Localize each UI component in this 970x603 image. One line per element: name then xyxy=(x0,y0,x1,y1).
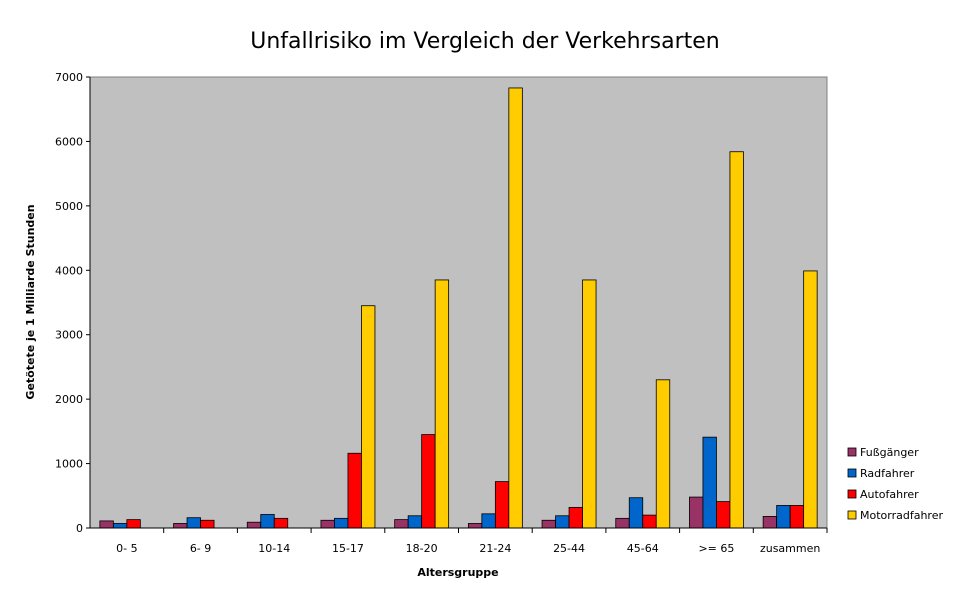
bar xyxy=(361,305,376,529)
legend: Fußgänger Radfahrer Autofahrer Motorradfahr… xyxy=(847,446,943,522)
x-tick-label: 0- 5 xyxy=(116,542,137,555)
x-tick-label: 45-64 xyxy=(627,542,659,555)
bar xyxy=(273,517,289,529)
bar xyxy=(655,379,671,529)
bars-layer xyxy=(99,87,818,529)
x-tick-label: 21-24 xyxy=(479,542,511,555)
legend-swatch xyxy=(847,468,857,478)
y-tick-label: 0 xyxy=(76,522,83,535)
chart-title: Unfallrisiko im Vergleich der Verkehrsar… xyxy=(250,29,720,54)
bar xyxy=(434,279,450,529)
bar xyxy=(200,519,215,529)
bar xyxy=(555,515,570,529)
bar xyxy=(186,517,201,529)
bar xyxy=(467,523,483,529)
legend-label: Motorradfahrer xyxy=(860,509,943,522)
bar xyxy=(112,523,128,529)
bar xyxy=(716,501,731,529)
bar xyxy=(99,520,114,529)
bar xyxy=(582,279,597,529)
x-axis-label: Altersgruppe xyxy=(417,566,498,579)
bar xyxy=(347,452,362,529)
bar xyxy=(615,517,630,529)
bar xyxy=(729,151,744,529)
bar xyxy=(494,481,510,529)
y-tick-label: 2000 xyxy=(55,393,83,406)
bar xyxy=(642,514,657,529)
bar xyxy=(568,506,583,529)
legend-swatch xyxy=(847,510,857,520)
y-tick-label: 3000 xyxy=(55,329,83,342)
y-tick-label: 7000 xyxy=(55,71,83,84)
x-tick-label: 10-14 xyxy=(258,542,290,555)
y-axis-label: Getötete je 1 Milliarde Stunden xyxy=(24,204,37,399)
bar xyxy=(481,513,496,529)
y-tick-label: 5000 xyxy=(55,200,83,213)
bar xyxy=(407,515,423,529)
bar xyxy=(702,436,717,529)
x-tick-label: zusammen xyxy=(760,542,820,555)
bar xyxy=(260,514,275,529)
legend-swatch xyxy=(847,447,857,457)
bar xyxy=(762,516,778,529)
bar xyxy=(628,497,644,529)
bar xyxy=(776,505,791,529)
bar xyxy=(246,521,262,529)
legend-label: Autofahrer xyxy=(860,488,919,501)
bar xyxy=(394,519,409,529)
bar xyxy=(803,270,818,529)
legend-label: Radfahrer xyxy=(860,467,915,480)
x-tick-label: 18-20 xyxy=(406,542,438,555)
legend-swatch xyxy=(847,489,857,499)
x-tick-label: 15-17 xyxy=(332,542,364,555)
bar xyxy=(689,496,704,529)
bar xyxy=(508,87,523,529)
y-tick-label: 4000 xyxy=(55,264,83,277)
x-tick-label: >= 65 xyxy=(698,542,734,555)
legend-label: Fußgänger xyxy=(860,446,919,459)
axes-layer: 0 1000 2000 3000 4000 5000 6000 7000 0- 5 6- 9 10-… xyxy=(55,71,828,555)
bar xyxy=(320,519,335,529)
x-tick-label: 25-44 xyxy=(553,542,585,555)
x-tick-label: 6- 9 xyxy=(190,542,211,555)
bar xyxy=(126,519,141,529)
bar xyxy=(421,434,436,529)
bar xyxy=(334,517,349,529)
bar xyxy=(541,519,556,529)
y-tick-label: 1000 xyxy=(55,458,83,471)
bar xyxy=(173,523,188,529)
y-tick-label: 6000 xyxy=(55,135,83,148)
bar xyxy=(789,505,805,529)
